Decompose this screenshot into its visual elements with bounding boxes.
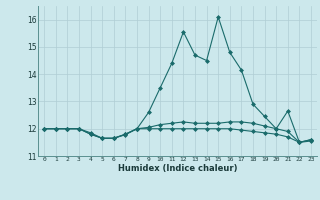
X-axis label: Humidex (Indice chaleur): Humidex (Indice chaleur) (118, 164, 237, 173)
